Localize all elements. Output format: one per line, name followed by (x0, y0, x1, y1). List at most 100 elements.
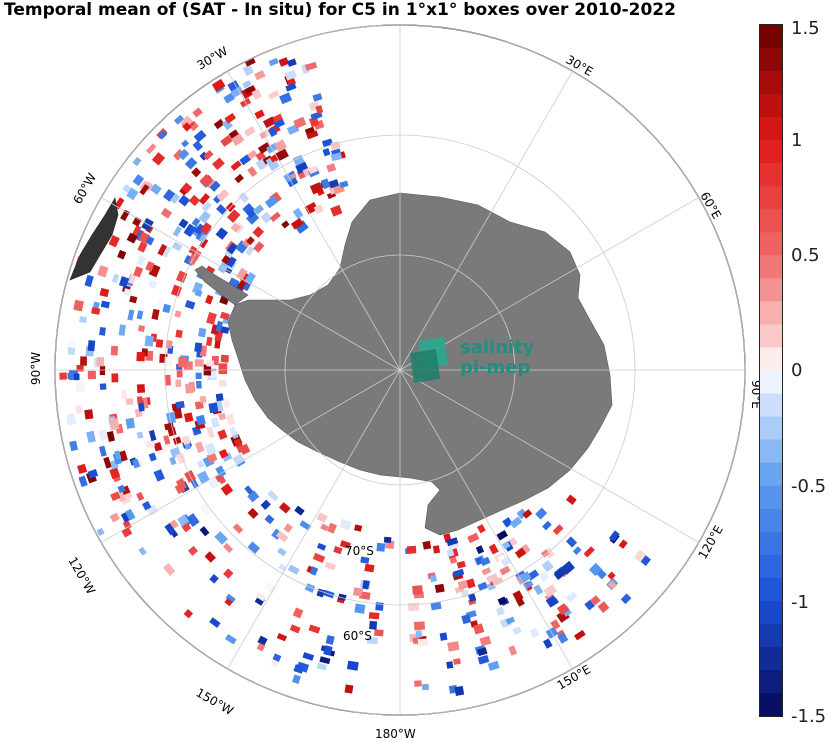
data-cell (157, 298, 165, 307)
data-cell (446, 661, 454, 669)
data-cell (292, 154, 305, 166)
data-cell (574, 629, 586, 641)
meridian-line (101, 369, 401, 543)
data-cell (430, 601, 442, 611)
data-cell (477, 647, 488, 657)
data-cell (245, 211, 260, 225)
data-cell (111, 273, 120, 284)
data-cell (164, 523, 176, 536)
data-cell (252, 226, 265, 238)
data-cell (505, 616, 516, 625)
data-cell (123, 288, 133, 297)
data-cell (383, 536, 392, 544)
data-cell (164, 356, 173, 367)
data-cell (165, 340, 173, 349)
data-cell (193, 129, 207, 143)
data-cell (212, 157, 225, 170)
data-cell (199, 174, 213, 188)
data-cell (292, 607, 304, 619)
data-cell (290, 217, 304, 230)
data-cell (224, 598, 233, 607)
data-cell (292, 207, 304, 219)
colorbar-tick-1-5: 1.5 (791, 18, 820, 39)
data-cell (87, 340, 96, 352)
data-cell (362, 579, 370, 590)
data-cell (162, 188, 176, 202)
latitude-label: 60°S (343, 629, 372, 643)
data-cell (475, 545, 485, 555)
data-cell (99, 365, 106, 376)
map-title: Temporal mean of (SAT - In situ) for C5 … (4, 0, 676, 20)
data-cell (330, 611, 343, 620)
data-cell (344, 684, 354, 694)
data-cell (366, 636, 378, 645)
data-cell (353, 587, 363, 597)
data-cell (535, 507, 548, 520)
data-cell (460, 589, 470, 598)
data-cell (204, 442, 217, 456)
data-cell (244, 85, 256, 95)
data-cell (66, 413, 77, 426)
data-cell (529, 627, 540, 639)
data-cell (325, 635, 335, 645)
data-cell (268, 160, 280, 171)
data-cell (213, 118, 225, 130)
colorbar-step (760, 485, 782, 510)
data-cell (257, 142, 271, 154)
data-cell (233, 438, 243, 448)
data-cell (173, 408, 183, 420)
data-cell (264, 514, 275, 525)
data-cell (136, 431, 144, 439)
data-cell (87, 468, 99, 479)
data-cell (543, 584, 558, 598)
data-cell (495, 606, 506, 617)
data-cell (283, 523, 293, 533)
data-cell (461, 614, 472, 625)
data-cell (262, 116, 277, 129)
data-cell (284, 69, 297, 81)
data-cell (323, 645, 333, 656)
data-cell (216, 188, 230, 202)
data-cell (147, 279, 158, 289)
data-cell (247, 541, 261, 554)
data-cell (111, 373, 119, 383)
data-cell (209, 574, 219, 584)
data-cell (430, 575, 437, 583)
data-cell (87, 370, 97, 380)
data-cell (247, 149, 258, 160)
data-cell (304, 61, 318, 71)
data-cell (194, 359, 204, 367)
data-cell (231, 133, 245, 146)
data-cell (196, 470, 210, 484)
data-cell (204, 551, 216, 563)
data-cell (302, 652, 315, 661)
data-cell (125, 417, 136, 429)
colorbar-step (760, 71, 782, 95)
data-cell (253, 241, 265, 253)
logo-line1: salinity (460, 337, 535, 358)
data-cell (187, 545, 199, 556)
data-cell (512, 590, 524, 602)
data-cell (293, 116, 307, 129)
data-cell (138, 325, 145, 333)
data-cell (199, 345, 207, 357)
data-cell (145, 236, 155, 246)
data-cell (67, 339, 77, 348)
data-cell (128, 273, 136, 285)
data-cell (224, 112, 237, 124)
data-cell (251, 88, 262, 100)
data-cell (376, 542, 386, 552)
data-cell (565, 536, 578, 548)
data-cell (590, 595, 601, 606)
data-cell (218, 412, 226, 421)
data-cell (178, 148, 190, 161)
data-cell (206, 426, 215, 439)
data-cell (131, 224, 142, 237)
data-cell (488, 543, 499, 555)
data-cell (412, 585, 423, 595)
colorbar-step (760, 186, 782, 210)
data-cell (184, 300, 196, 310)
data-cell (110, 491, 121, 502)
data-cell (456, 560, 466, 569)
colorbar-tick-0-5: 0.5 (791, 245, 820, 266)
